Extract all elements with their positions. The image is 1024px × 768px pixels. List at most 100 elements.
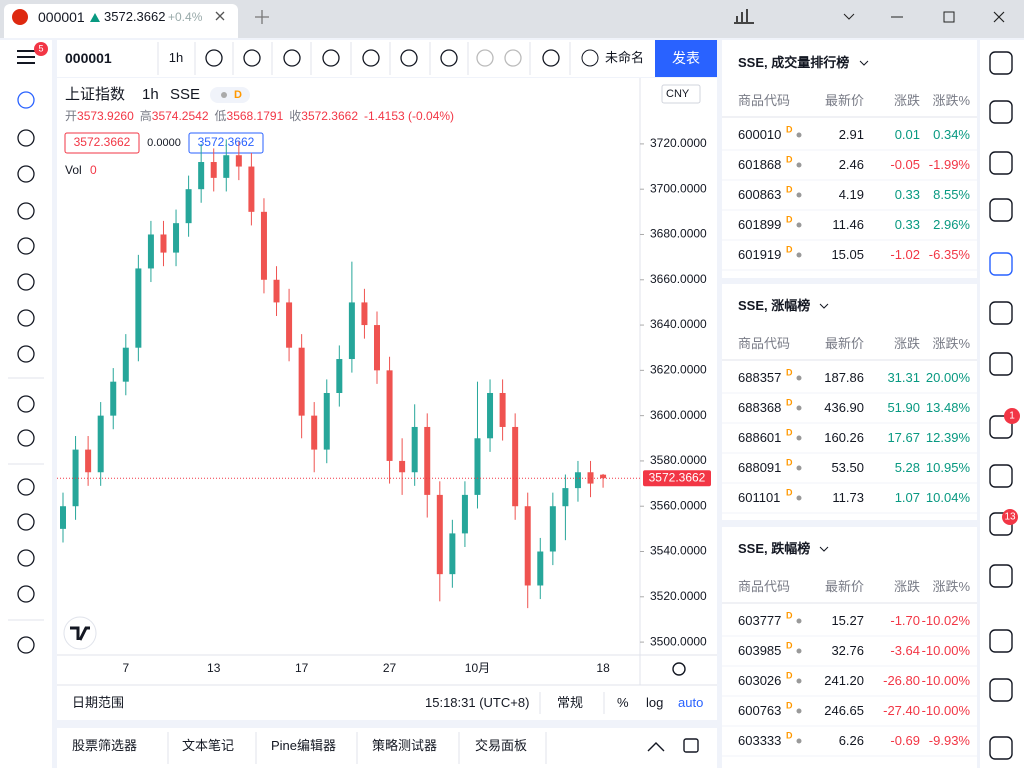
tool-icon[interactable]: [17, 129, 35, 147]
publish-button[interactable]: [655, 40, 717, 77]
collapse-icon[interactable]: [647, 742, 665, 752]
toolbar-icon[interactable]: [205, 49, 223, 67]
tool-icon[interactable]: [17, 549, 35, 567]
tool-icon[interactable]: [17, 202, 35, 220]
toolbar-interval[interactable]: 1h: [168, 50, 184, 65]
sidebar-icon[interactable]: [989, 564, 1013, 588]
maximize-icon[interactable]: [683, 738, 699, 753]
auto-toggle[interactable]: auto: [678, 695, 704, 710]
tool-icon[interactable]: [17, 165, 35, 183]
currency-box[interactable]: [661, 84, 701, 104]
symbol-code[interactable]: 600863: [738, 187, 782, 202]
sidebar-icon[interactable]: [989, 678, 1013, 702]
layout-name[interactable]: 未命名: [605, 50, 645, 65]
toolbar-icon[interactable]: [283, 49, 301, 67]
symbol-code[interactable]: 688601: [738, 430, 782, 445]
sidebar-icon[interactable]: [989, 415, 1013, 439]
toolbar-symbol[interactable]: 000001: [65, 50, 112, 66]
tool-icon[interactable]: [17, 395, 35, 413]
toolbar-icon[interactable]: [362, 49, 380, 67]
sidebar-icon[interactable]: [989, 252, 1013, 276]
symbol-code[interactable]: 601101: [738, 490, 781, 505]
watchlist-title[interactable]: SSE, 成交量排行榜: [738, 55, 850, 70]
sidebar-icon[interactable]: [989, 352, 1013, 376]
symbol-code[interactable]: 688091: [738, 460, 782, 475]
window-close[interactable]: [993, 11, 1005, 23]
window-menu[interactable]: [843, 13, 855, 20]
sidebar-icon[interactable]: [989, 151, 1013, 175]
browser-tab[interactable]: [4, 4, 238, 38]
tool-icon[interactable]: [17, 585, 35, 603]
toolbar-icon[interactable]: [243, 49, 261, 67]
dropdown-icon[interactable]: [819, 303, 829, 309]
logo-mark: [70, 626, 90, 641]
log-toggle[interactable]: log: [646, 695, 664, 710]
toolbar-icon[interactable]: [542, 49, 560, 67]
bottom-tab[interactable]: 文本笔记: [182, 738, 235, 753]
window-maximize[interactable]: [943, 11, 955, 23]
flag: D: [786, 670, 793, 680]
sidebar-icon[interactable]: [989, 629, 1013, 653]
sidebar-icon[interactable]: [989, 736, 1013, 760]
session[interactable]: 常规: [557, 695, 584, 710]
candle-body: [311, 415, 318, 450]
sidebar-icon[interactable]: [989, 464, 1013, 488]
symbol-code[interactable]: 603985: [738, 643, 782, 658]
symbol-code[interactable]: 688357: [738, 370, 782, 385]
tool-icon[interactable]: [17, 513, 35, 531]
candle-body: [562, 488, 569, 507]
tool-icon[interactable]: [17, 237, 35, 255]
tab-price: 3572.3662: [104, 9, 166, 24]
symbol-code[interactable]: 601899: [738, 217, 782, 232]
toolbar-icon[interactable]: [400, 49, 418, 67]
symbol-code[interactable]: 603333: [738, 733, 782, 748]
tool-icon[interactable]: [17, 91, 35, 109]
badge: [1002, 509, 1018, 525]
tool-icon[interactable]: [17, 345, 35, 363]
tool-icon[interactable]: [17, 309, 35, 327]
percent-toggle[interactable]: %: [617, 695, 629, 710]
toolbar-icon[interactable]: [440, 49, 458, 67]
symbol-code[interactable]: 688368: [738, 400, 782, 415]
layout-icon[interactable]: [734, 9, 754, 24]
last-price: 32.76: [831, 643, 864, 658]
flag-pill: [210, 87, 250, 103]
candle-body: [361, 302, 368, 326]
toolbar-icon[interactable]: [504, 49, 522, 67]
toolbar-icon[interactable]: [476, 49, 494, 67]
y-tick-label: 3640.0000: [650, 317, 707, 331]
symbol-code[interactable]: 601868: [738, 157, 782, 172]
ohlc-label: 收: [289, 109, 302, 123]
dropdown-icon[interactable]: [859, 60, 869, 66]
close-tab-icon[interactable]: [215, 11, 225, 21]
settings-icon[interactable]: [672, 662, 686, 676]
bottom-tab[interactable]: Pine编辑器: [271, 738, 337, 753]
symbol-code[interactable]: 603777: [738, 613, 782, 628]
tool-icon[interactable]: [17, 478, 35, 496]
candle-body: [185, 189, 192, 224]
symbol-code[interactable]: 601919: [738, 247, 782, 262]
publish-label[interactable]: 发表: [672, 50, 700, 66]
sidebar-icon[interactable]: [989, 301, 1013, 325]
tool-icon[interactable]: [17, 429, 35, 447]
change: -27.40: [883, 703, 920, 718]
symbol-code[interactable]: 600010: [738, 127, 782, 142]
dropdown-icon[interactable]: [819, 546, 829, 552]
sidebar-icon[interactable]: [989, 100, 1013, 124]
symbol-code[interactable]: 600763: [738, 703, 782, 718]
bottom-tab[interactable]: 策略测试器: [372, 738, 438, 753]
watchlist-title[interactable]: SSE, 跌幅榜: [738, 541, 811, 556]
bottom-tab[interactable]: 交易面板: [475, 738, 528, 753]
tool-icon[interactable]: [17, 273, 35, 291]
toolbar-icon[interactable]: [322, 49, 340, 67]
sidebar-icon[interactable]: [989, 51, 1013, 75]
cloud-icon[interactable]: [581, 49, 599, 67]
tool-icon[interactable]: [17, 636, 35, 654]
menu-icon[interactable]: [17, 50, 35, 64]
bottom-tab[interactable]: 股票筛选器: [72, 738, 138, 753]
sidebar-icon[interactable]: [989, 198, 1013, 222]
symbol-code[interactable]: 603026: [738, 673, 782, 688]
new-tab-icon[interactable]: [255, 10, 269, 24]
date-range[interactable]: 日期范围: [72, 695, 125, 710]
watchlist-title[interactable]: SSE, 涨幅榜: [738, 298, 811, 313]
